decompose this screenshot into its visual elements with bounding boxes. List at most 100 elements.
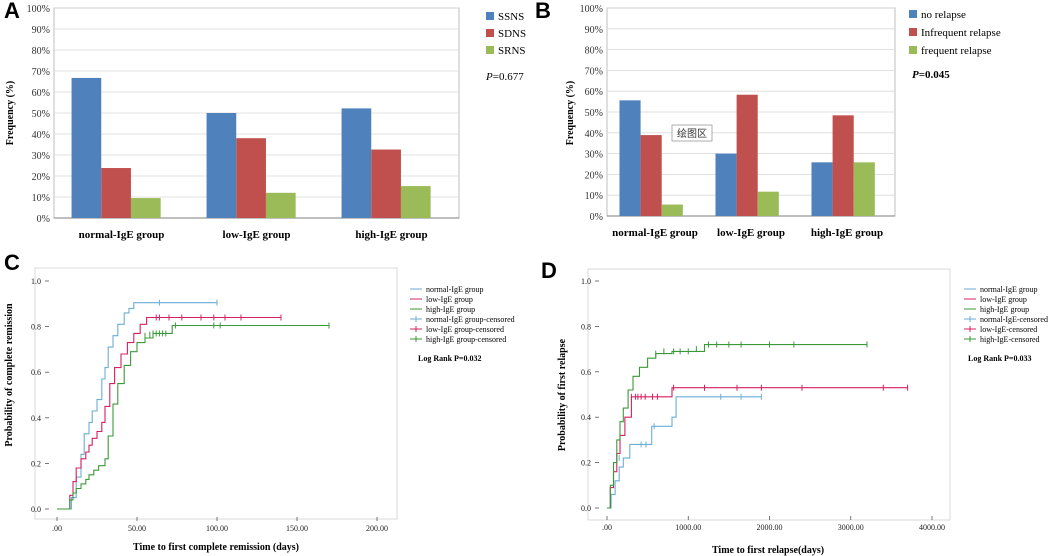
tooltip-b: 绘图区 — [671, 124, 713, 142]
series-d — [607, 341, 909, 509]
annotation-c: Log Rank P=0.032 — [418, 354, 481, 363]
y-label-b: Frequency (%) — [565, 81, 576, 146]
km-curve — [57, 316, 281, 510]
y-tick-label: 40% — [32, 130, 50, 141]
km-curve — [607, 344, 867, 509]
x-tick-label: 50.00 — [128, 524, 146, 533]
bar — [71, 77, 102, 219]
bar — [341, 108, 372, 218]
annotation-a-value: =0.677 — [493, 71, 524, 83]
plot-area-c — [34, 267, 398, 520]
y-tick-label: 0.6 — [581, 368, 591, 377]
km-curve — [607, 396, 762, 509]
y-tick-label: 80% — [32, 46, 50, 57]
km-curve — [57, 324, 329, 510]
legend-label: normal-IgE group-censored — [426, 315, 515, 324]
legend-label: high-IgE-censored — [980, 335, 1040, 344]
legend-label: normal-IgE-censored — [980, 315, 1048, 324]
panel-a: A 0% 10% 20% 30% 40% 50% 60% 70% 80% 90% 100% norm… — [4, 0, 526, 241]
legend-label: Infrequent relapse — [921, 27, 1001, 39]
bar — [206, 113, 237, 218]
panel-letter-b: B — [535, 0, 551, 23]
y-tick-label: 1.0 — [581, 277, 591, 286]
bar — [832, 115, 854, 216]
legend-swatch — [909, 28, 917, 36]
y-ticks-a: 0% 10% 20% 30% 40% 50% 60% 70% 80% 90% 100% — [27, 4, 50, 225]
annotation-b-value: =0.045 — [919, 69, 951, 81]
legend-label: low-IgE group — [980, 295, 1027, 304]
tooltip-box — [671, 124, 713, 142]
y-tick-label: 0.6 — [31, 368, 41, 377]
legend-swatch — [909, 46, 917, 54]
y-tick-label: 1.0 — [31, 277, 41, 286]
bar — [101, 168, 131, 218]
bar — [371, 149, 401, 218]
category-label: high-IgE group — [355, 229, 427, 241]
legend-label: SDNS — [498, 28, 526, 40]
y-tick-label: 100% — [27, 4, 50, 15]
y-tick-label: 0.2 — [31, 459, 41, 468]
x-tick-label: 4000.00 — [919, 523, 945, 532]
y-tick-label: 70% — [32, 67, 50, 78]
x-tick-label: 3000.00 — [838, 523, 864, 532]
y-tick-label: 0.8 — [581, 322, 591, 331]
x-tick-label: 150.00 — [286, 524, 308, 533]
y-tick-label: 20% — [32, 172, 50, 183]
x-tick-label: .00 — [52, 524, 62, 533]
legend-swatch — [486, 29, 494, 37]
y-tick-label: 10% — [585, 191, 603, 202]
y-tick-label: 0.2 — [581, 459, 591, 468]
bar — [853, 162, 875, 216]
bar — [619, 100, 641, 216]
panel-letter-d: D — [541, 258, 557, 283]
plot-area-d — [587, 268, 951, 521]
bar — [736, 94, 758, 216]
y-tick-label: 0% — [590, 212, 603, 223]
y-tick-label: 40% — [585, 129, 603, 140]
legend-label: high-IgE group — [426, 305, 475, 314]
categories-a: normal-IgE group low-IgE group high-IgE gr… — [79, 229, 428, 241]
y-tick-label: 60% — [585, 87, 603, 98]
y-tick-label: 90% — [585, 25, 603, 36]
category-label: normal-IgE group — [612, 227, 698, 239]
bar — [640, 135, 662, 216]
legend-label: high-IgE group-censored — [426, 335, 506, 344]
y-tick-label: 20% — [585, 170, 603, 181]
y-tick-label: 50% — [32, 109, 50, 120]
x-tick-label: 200.00 — [366, 524, 388, 533]
y-label-d: Probability of first relapse — [557, 338, 568, 451]
bar — [811, 162, 833, 216]
y-tick-label: 0.0 — [31, 505, 41, 514]
y-tick-label: 50% — [585, 108, 603, 119]
legend-a: SSNS SDNS SRNS — [486, 11, 526, 57]
legend-label: no relapse — [921, 9, 966, 21]
panel-d: D .00 1000.00 2000.00 3000.00 4000.00 0.0 0.2 0… — [541, 258, 1048, 556]
annotation-d: Log Rank P=0.033 — [968, 354, 1031, 363]
x-label-c: Time to first complete remission (days) — [133, 542, 299, 553]
legend-swatch — [486, 12, 494, 20]
y-tick-label: 0.8 — [31, 323, 41, 332]
y-tick-label: 80% — [585, 46, 603, 57]
panel-letter-a: A — [4, 0, 20, 23]
y-tick-label: 0.4 — [31, 414, 41, 423]
y-tick-label: 0.4 — [581, 413, 591, 422]
y-tick-label: 100% — [580, 4, 603, 15]
panel-letter-c: C — [4, 250, 20, 275]
y-tick-label: 0% — [37, 214, 50, 225]
km-curve — [57, 302, 217, 510]
legend-label: normal-IgE group — [980, 285, 1038, 294]
category-label: normal-IgE group — [79, 229, 165, 241]
bar — [400, 186, 431, 218]
legend-label: frequent relapse — [921, 45, 992, 57]
y-tick-label: 30% — [585, 150, 603, 161]
x-tick-label: .00 — [602, 523, 612, 532]
annotation-a: P=0.677 — [485, 71, 524, 83]
x-tick-label: 1000.00 — [675, 523, 701, 532]
annotation-b-prefix: P — [912, 69, 919, 81]
y-tick-label: 30% — [32, 151, 50, 162]
axes-d: .00 1000.00 2000.00 3000.00 4000.00 0.0 0.2 0.4… — [581, 277, 945, 532]
bars-b — [619, 94, 875, 216]
legend-swatch — [909, 10, 917, 18]
